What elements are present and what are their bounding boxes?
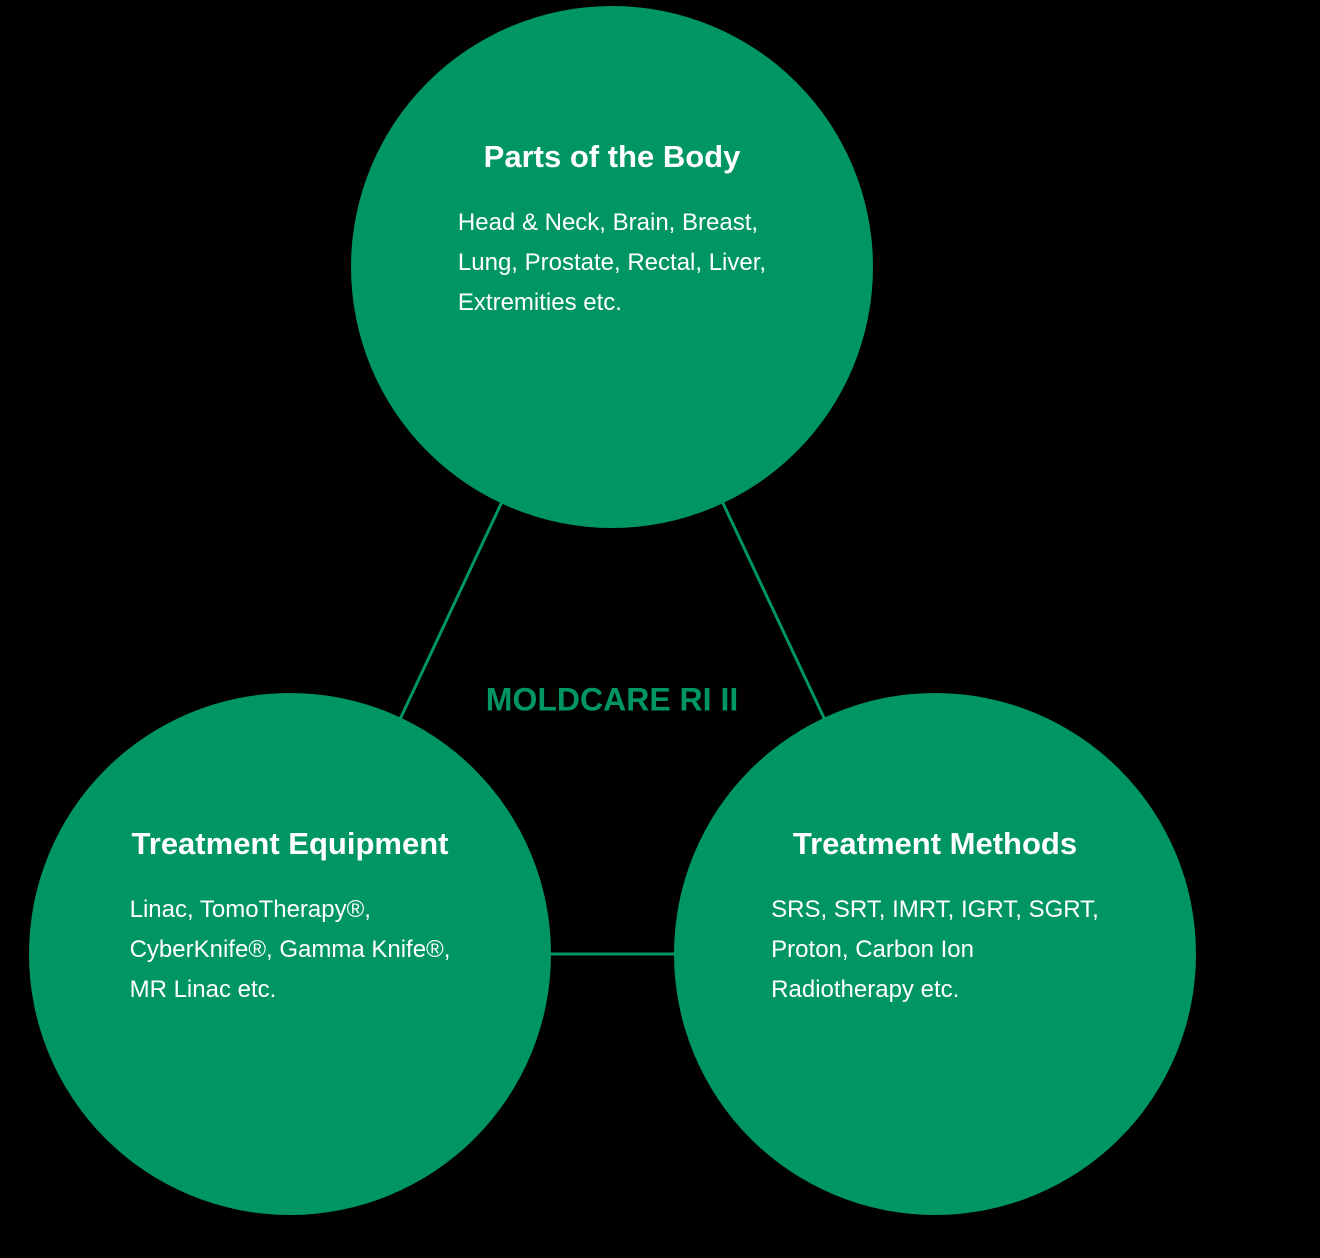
diagram-stage: Parts of the Body Head & Neck, Brain, Br…	[0, 0, 1320, 1258]
node-treatment-equipment-text: Linac, TomoTherapy®, CyberKnife®, Gamma …	[130, 890, 451, 1010]
node-treatment-methods: Treatment Methods SRS, SRT, IMRT, IGRT, …	[674, 693, 1196, 1215]
node-parts-of-body: Parts of the Body Head & Neck, Brain, Br…	[351, 6, 873, 528]
node-treatment-methods-text: SRS, SRT, IMRT, IGRT, SGRT, Proton, Carb…	[771, 890, 1099, 1010]
node-treatment-methods-title: Treatment Methods	[793, 826, 1077, 862]
node-treatment-equipment-title: Treatment Equipment	[132, 826, 449, 862]
node-treatment-equipment: Treatment Equipment Linac, TomoTherapy®,…	[29, 693, 551, 1215]
center-label: MOLDCARE RI II	[486, 682, 738, 719]
node-parts-of-body-text: Head & Neck, Brain, Breast, Lung, Prosta…	[458, 203, 766, 323]
node-parts-of-body-title: Parts of the Body	[484, 139, 741, 175]
